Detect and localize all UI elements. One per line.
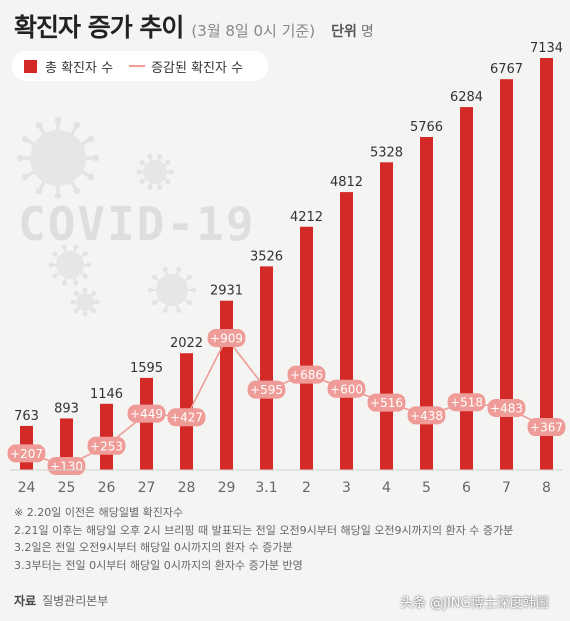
bar-total-27 [140,377,153,470]
covid-watermark: COVID-19 [18,197,256,251]
virus-decoration [16,116,197,317]
legend-swatch-line [129,65,146,67]
bar-total-3.1 [260,266,273,470]
increase-point-26 [87,436,126,455]
bar-total-2 [300,226,313,470]
bar-total-8 [540,58,553,470]
data-source: 자료 질병관리본부 [14,592,108,609]
increase-point-27 [127,404,166,423]
credit-watermark: 头条 @JING博士深度韩国 [400,596,549,611]
bar-value-label: 5328 [370,145,403,160]
increase-point-29 [207,329,246,347]
increase-value-label: +518 [450,396,483,410]
increase-value-label: +686 [290,368,323,382]
virus-icon [147,266,197,314]
legend-swatch-bar [24,59,37,73]
legend-item-total: 총 확진자 수 [24,57,113,76]
bar-value-label: 4212 [290,210,323,225]
x-axis: 24 25 26 27 28 29 3.1 2 3 4 5 6 7 8 [10,469,562,496]
increase-value-label: +207 [10,447,43,461]
x-tick-label: 3.1 [255,480,277,496]
note-2: 2.21일 이후는 해당일 오후 2시 브리핑 때 발표되는 전일 오전9시부터… [14,523,514,537]
bar-value-label: 5766 [410,120,443,135]
increase-point-3 [327,379,366,398]
increase-value-label: +483 [490,401,523,415]
bar-total-6 [460,107,473,470]
increase-point-5 [407,406,446,425]
increase-point-2 [287,365,326,384]
bar-total-5 [420,137,433,470]
virus-icon [48,244,92,286]
increase-value-label: +600 [330,382,363,396]
bar-total-7 [500,79,513,471]
increase-value-label: +130 [50,460,83,474]
bar-value-label: 7134 [530,41,563,56]
bar-value-label: 2022 [170,336,203,351]
bars-layer: 763 893 1146 1595 2022 2931 3526 4212 4812 5328 57… [14,41,563,471]
x-tick-label: 5 [422,480,431,496]
increase-point-7 [487,398,526,417]
legend-item-increase: 증감된 확진자 수 [129,57,243,76]
x-tick-label: 3 [342,480,351,496]
bar-value-label: 763 [14,409,39,424]
legend-label-total: 총 확진자 수 [45,60,114,76]
x-tick-label: 25 [58,480,76,496]
x-tick-label: 26 [98,480,116,496]
bar-value-label: 3526 [250,249,283,264]
chart-canvas: 7638931146159520222931352642124812532857… [7,41,566,496]
note-4: 3.3부터는 전일 0시부터 해당일 0시까지의 환자수 증가분 반영 [14,558,303,572]
increase-value-label: +438 [410,409,443,423]
bar-value-label: 2931 [210,284,243,299]
x-tick-label: 29 [218,480,236,496]
note-3: 3.2일은 전일 오전9시부터 해당일 0시까지의 환자 수 증가분 [14,541,293,554]
x-tick-label: 8 [542,480,551,496]
unit-label: 단위 [331,24,357,40]
virus-icon [16,116,100,200]
chart-legend: 총 확진자 수 증감된 확진자 수 [12,51,268,81]
increase-value-label: +427 [170,411,203,425]
increase-point-24 [7,444,46,463]
source-label: 자료 [14,594,37,608]
source-value: 질병관리본부 [42,594,109,608]
bar-total-3 [340,192,353,470]
x-tick-label: 28 [178,480,196,496]
x-tick-label: 24 [18,480,36,496]
note-1: ※ 2.20일 이전은 해당일별 확진자수 [14,506,184,519]
increase-value-label: +909 [210,332,243,346]
bar-value-label: 6284 [450,90,483,105]
bar-value-label: 893 [54,401,79,416]
increase-value-label: +449 [130,407,163,421]
bar-total-29 [220,300,233,470]
increase-line-layer: +207 +130 +253 +449 +427 +909 +595 +686 +600 +516… [7,329,566,475]
bar-total-4 [380,162,393,470]
increase-value-label: +595 [250,383,283,397]
bar-value-label: 1595 [130,361,163,376]
increase-value-label: +516 [370,396,403,410]
increase-point-8 [527,418,566,437]
x-tick-label: 7 [502,480,511,496]
chart-title: 확진자 증가 추이 [14,13,184,42]
x-tick-label: 27 [138,480,156,496]
chart-header: 확진자 증가 추이 (3월 8일 0시 기준) 단위 명 [14,8,374,44]
unit-value: 명 [360,24,374,40]
x-tick-label: 6 [462,480,471,496]
virus-icon [70,287,100,317]
increase-point-4 [367,393,406,412]
x-tick-label: 2 [302,480,311,496]
bar-value-label: 1146 [90,387,123,402]
increase-point-28 [167,408,206,427]
increase-point-6 [447,393,486,412]
virus-icon [136,154,174,190]
chart-notes: ※ 2.20일 이전은 해당일별 확진자수 2.21일 이후는 해당일 오후 2… [14,504,513,574]
x-tick-label: 4 [382,480,391,496]
increase-point-3.1 [247,380,286,399]
increase-value-label: +253 [90,439,123,453]
bar-value-label: 6767 [490,62,523,77]
chart-subtitle: (3월 8일 0시 기준) [191,22,316,40]
bar-value-label: 4812 [330,175,363,190]
increase-value-label: +367 [530,421,563,435]
legend-label-increase: 증감된 확진자 수 [151,60,244,76]
